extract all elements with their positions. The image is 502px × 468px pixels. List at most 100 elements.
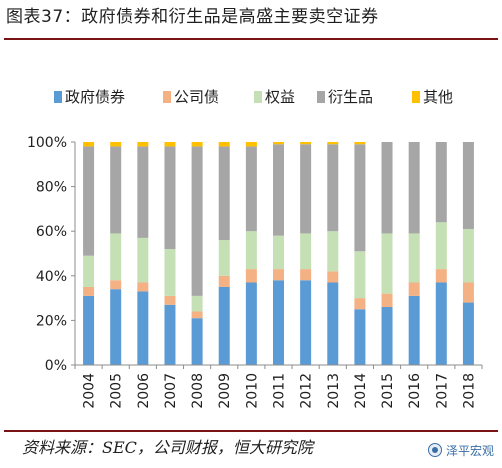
bar-2010-series-5 bbox=[245, 142, 257, 147]
bar-2007-series-2 bbox=[164, 295, 176, 305]
title-underline bbox=[4, 38, 498, 40]
bar-2009-series-1 bbox=[218, 286, 230, 365]
watermark: 泽平宏观 bbox=[427, 439, 494, 461]
bar-2006-series-2 bbox=[137, 282, 149, 292]
y-tick-label: 100% bbox=[27, 135, 67, 151]
bar-2015-series-4 bbox=[381, 142, 393, 234]
bar-2004-series-4 bbox=[83, 146, 95, 256]
legend-swatch-5 bbox=[412, 91, 420, 103]
chart-title: 图表37：政府债券和衍生品是高盛主要卖空证券 bbox=[6, 7, 379, 27]
bar-2007-series-3 bbox=[164, 249, 176, 296]
bar-2004-series-1 bbox=[83, 295, 95, 365]
bar-2005-series-3 bbox=[110, 233, 122, 281]
bar-2007-series-5 bbox=[164, 142, 176, 147]
bar-2010-series-2 bbox=[245, 269, 257, 283]
legend-swatch-3 bbox=[254, 91, 262, 103]
bar-2013-series-2 bbox=[327, 271, 339, 283]
bar-2009-series-4 bbox=[218, 146, 230, 241]
bar-2013-series-1 bbox=[327, 282, 339, 365]
bar-2011-series-4 bbox=[273, 144, 284, 236]
bar-2005-series-4 bbox=[110, 146, 122, 234]
bar-2016-series-3 bbox=[408, 233, 420, 283]
bar-2011-series-3 bbox=[273, 235, 284, 270]
bar-2014-series-2 bbox=[354, 298, 366, 310]
bar-2015-series-2 bbox=[381, 293, 393, 308]
bar-2016-series-1 bbox=[408, 295, 420, 365]
bar-2012-series-2 bbox=[300, 269, 312, 281]
bar-2004-series-2 bbox=[83, 286, 95, 296]
bar-2014-series-3 bbox=[354, 251, 366, 299]
bar-2008-series-4 bbox=[191, 146, 203, 296]
bar-2006-series-5 bbox=[137, 142, 149, 147]
bar-2007-series-1 bbox=[164, 304, 176, 365]
bars-group bbox=[83, 142, 474, 365]
bar-2011-series-1 bbox=[273, 280, 284, 365]
wechat-logo-icon bbox=[427, 443, 442, 457]
chart-legend: 政府债券 公司债 权益 衍生品 其他 bbox=[54, 88, 453, 106]
bar-2010-series-3 bbox=[245, 231, 257, 270]
y-axis: 0% 20% 40% 60% 80% 100% bbox=[27, 135, 76, 374]
bar-2012-series-3 bbox=[300, 233, 312, 270]
bar-2017-series-3 bbox=[435, 222, 447, 270]
legend-swatch-2 bbox=[163, 91, 171, 103]
bar-2008-series-3 bbox=[191, 295, 203, 312]
bar-2015-series-1 bbox=[381, 307, 393, 365]
bar-2006-series-4 bbox=[137, 146, 149, 238]
legend-label-4: 衍生品 bbox=[328, 88, 373, 106]
y-tick-label: 60% bbox=[36, 224, 67, 240]
bar-2005-series-1 bbox=[110, 289, 122, 365]
bar-2018-series-4 bbox=[462, 142, 474, 229]
source-note: 资料来源：SEC，公司财报，恒大研究院 bbox=[22, 438, 313, 457]
x-tick-label: 2014 bbox=[353, 373, 369, 409]
legend-label-3: 权益 bbox=[265, 88, 295, 106]
x-tick-label: 2011 bbox=[272, 373, 288, 409]
bar-2017-series-1 bbox=[435, 282, 447, 365]
x-tick-label: 2013 bbox=[326, 373, 342, 409]
legend-label-5: 其他 bbox=[423, 88, 453, 106]
bar-2014-series-1 bbox=[354, 309, 366, 365]
bar-2011-series-2 bbox=[273, 269, 284, 281]
bar-2008-series-1 bbox=[191, 318, 203, 365]
bar-2012-series-1 bbox=[300, 280, 312, 365]
footer-rule bbox=[4, 430, 498, 432]
bar-2006-series-3 bbox=[137, 237, 149, 283]
bar-2007-series-4 bbox=[164, 146, 176, 250]
bar-2018-series-1 bbox=[462, 302, 474, 365]
bar-2018-series-3 bbox=[462, 228, 474, 283]
x-tick-label: 2006 bbox=[136, 373, 152, 409]
bar-2009-series-3 bbox=[218, 240, 230, 276]
bar-2011-series-5 bbox=[273, 142, 284, 145]
x-tick-label: 2012 bbox=[299, 373, 315, 409]
y-tick-label: 20% bbox=[36, 313, 67, 329]
bar-2010-series-4 bbox=[245, 146, 257, 232]
bar-2017-series-2 bbox=[435, 269, 447, 283]
bar-2008-series-5 bbox=[191, 142, 203, 147]
x-tick-label: 2008 bbox=[190, 373, 206, 409]
x-tick-label: 2004 bbox=[82, 373, 98, 409]
bar-2015-series-3 bbox=[381, 233, 393, 294]
legend-swatch-1 bbox=[54, 91, 62, 103]
bar-2005-series-5 bbox=[110, 142, 122, 147]
bar-2013-series-3 bbox=[327, 231, 339, 272]
bar-2013-series-5 bbox=[327, 142, 339, 145]
y-tick-label: 40% bbox=[36, 269, 67, 285]
legend-label-1: 政府债券 bbox=[65, 88, 125, 106]
y-tick-label: 0% bbox=[45, 358, 67, 374]
y-tick-label: 80% bbox=[36, 180, 67, 196]
legend-swatch-4 bbox=[317, 91, 325, 103]
bar-2006-series-1 bbox=[137, 291, 149, 365]
bar-2005-series-2 bbox=[110, 280, 122, 290]
x-tick-label: 2007 bbox=[163, 373, 179, 409]
x-tick-label: 2005 bbox=[109, 373, 125, 409]
bar-2016-series-4 bbox=[408, 142, 420, 234]
x-tick-label: 2010 bbox=[244, 373, 260, 409]
x-tick-label: 2015 bbox=[380, 373, 396, 409]
x-axis: 2004 2005 2006 2007 2008 2009 2010 2011 2012 2013… bbox=[74, 364, 483, 409]
x-tick-label: 2016 bbox=[407, 373, 423, 409]
x-tick-label: 2018 bbox=[461, 373, 477, 409]
bar-2009-series-2 bbox=[218, 275, 230, 287]
bar-2012-series-5 bbox=[300, 142, 312, 145]
bar-2012-series-4 bbox=[300, 144, 312, 234]
bar-2018-series-2 bbox=[462, 282, 474, 303]
